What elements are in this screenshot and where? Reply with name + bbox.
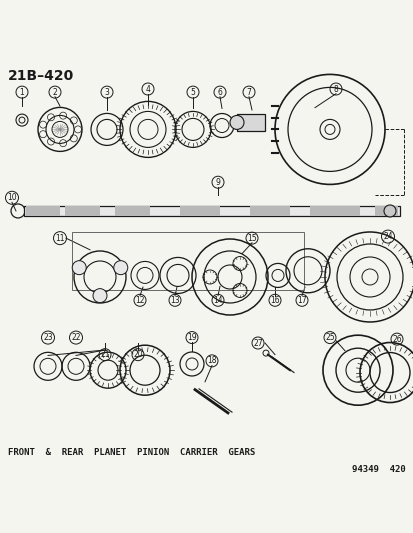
Circle shape bbox=[72, 261, 86, 274]
Text: 18: 18 bbox=[207, 357, 216, 366]
Circle shape bbox=[230, 116, 243, 130]
Text: 25: 25 bbox=[324, 333, 334, 342]
Text: 17: 17 bbox=[297, 296, 306, 305]
Bar bbox=[236, 114, 264, 131]
Circle shape bbox=[383, 205, 395, 217]
Text: 94349  420: 94349 420 bbox=[351, 465, 405, 474]
Text: 23: 23 bbox=[43, 333, 53, 342]
Text: 14: 14 bbox=[213, 296, 222, 305]
Circle shape bbox=[114, 261, 128, 274]
Bar bbox=[115, 206, 150, 216]
Text: 5: 5 bbox=[190, 87, 195, 96]
Bar bbox=[24, 206, 399, 216]
Text: 11: 11 bbox=[55, 233, 64, 243]
Text: 20: 20 bbox=[133, 350, 142, 359]
Bar bbox=[26, 206, 60, 216]
Text: FRONT  &  REAR  PLANET  PINION  CARRIER  GEARS: FRONT & REAR PLANET PINION CARRIER GEARS bbox=[8, 448, 255, 457]
Text: 4: 4 bbox=[145, 85, 150, 93]
Bar bbox=[249, 206, 289, 216]
Text: 6: 6 bbox=[217, 87, 222, 96]
Bar bbox=[65, 206, 100, 216]
Text: 2: 2 bbox=[52, 87, 57, 96]
Text: 24: 24 bbox=[382, 232, 392, 241]
Bar bbox=[180, 206, 219, 216]
Text: 1: 1 bbox=[19, 87, 24, 96]
Text: 15: 15 bbox=[247, 233, 256, 243]
Bar bbox=[374, 206, 397, 216]
Bar bbox=[72, 232, 303, 290]
Text: 8: 8 bbox=[333, 85, 337, 93]
Bar bbox=[309, 206, 359, 216]
Text: 22: 22 bbox=[71, 333, 81, 342]
Text: 3: 3 bbox=[104, 87, 109, 96]
Text: 21: 21 bbox=[100, 350, 109, 359]
Text: 21B–420: 21B–420 bbox=[8, 69, 74, 83]
Text: 10: 10 bbox=[7, 193, 17, 202]
Text: 16: 16 bbox=[270, 296, 279, 305]
Text: 12: 12 bbox=[135, 296, 145, 305]
Text: 26: 26 bbox=[391, 335, 401, 344]
Text: 27: 27 bbox=[253, 338, 262, 348]
Circle shape bbox=[93, 289, 107, 303]
Text: 9: 9 bbox=[215, 177, 220, 187]
Text: 7: 7 bbox=[246, 87, 251, 96]
Text: 19: 19 bbox=[187, 333, 196, 342]
Text: 13: 13 bbox=[170, 296, 179, 305]
